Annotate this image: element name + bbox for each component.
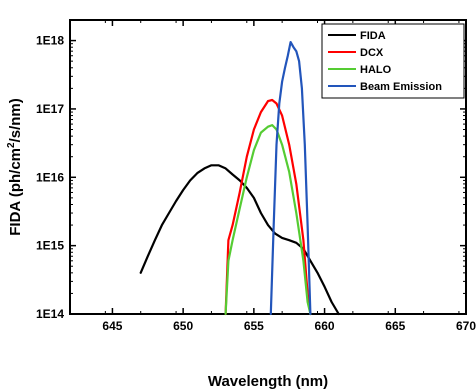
series-line-dcx [224, 98, 312, 316]
y-axis-title-part-2: /s/nm) [7, 98, 24, 142]
y-tick-label: 1E14 [36, 307, 64, 321]
y-tick-label: 1E18 [36, 34, 64, 48]
x-tick-labels: 645 650 655 660 665 670 [102, 319, 476, 333]
y-axis-title-superscript: 2 [6, 142, 17, 148]
x-tick-label: 645 [102, 319, 122, 333]
x-tick-label: 665 [385, 319, 405, 333]
x-tick-label: 670 [456, 319, 476, 333]
plot-frame [69, 19, 467, 315]
series-line-halo [224, 123, 312, 316]
y-tick-label: 1E15 [36, 239, 64, 253]
series-line-fida [139, 164, 340, 316]
x-axis-title: Wavelength (nm) [208, 373, 328, 390]
x-tick-label: 660 [315, 319, 335, 333]
y-axis-title-part-1: FIDA (ph/cm [7, 148, 24, 236]
y-tick-label: 1E17 [36, 102, 64, 116]
series-line-beam-emission [269, 40, 312, 316]
x-tick-label: 650 [173, 319, 193, 333]
y-tick-labels: 1E14 1E15 1E16 1E17 1E18 [36, 34, 64, 321]
legend-label: HALO [360, 64, 392, 76]
legend: FIDA DCX HALO Beam Emission [321, 23, 465, 99]
legend-label: DCX [360, 47, 384, 59]
series-layer [139, 40, 340, 316]
legend-label: Beam Emission [360, 81, 442, 93]
x-tick-label: 655 [244, 319, 264, 333]
legend-label: FIDA [360, 30, 386, 42]
y-tick-label: 1E16 [36, 170, 64, 184]
y-axis-title: FIDA (ph/cm2/s/nm) [6, 98, 24, 236]
